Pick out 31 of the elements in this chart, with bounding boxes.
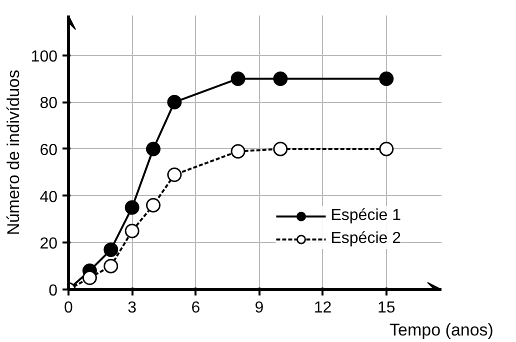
point bbox=[167, 168, 182, 182]
point bbox=[167, 94, 182, 110]
x-tick-label: 0 bbox=[64, 300, 74, 316]
legend-label: Espécie 1 bbox=[330, 207, 401, 225]
point bbox=[273, 142, 288, 156]
y-axis-title: Número de indivíduos bbox=[4, 70, 23, 236]
point bbox=[230, 71, 246, 86]
y-tick-label: 40 bbox=[40, 188, 58, 206]
y-tick-label: 100 bbox=[30, 48, 58, 66]
legend-label: Espécie 2 bbox=[330, 230, 401, 248]
x-axis-title: Tempo (anos) bbox=[390, 320, 494, 340]
point bbox=[124, 224, 140, 238]
point bbox=[104, 258, 118, 274]
point bbox=[104, 242, 118, 257]
x-tick-label: 15 bbox=[378, 300, 396, 316]
point bbox=[146, 198, 161, 212]
point bbox=[230, 144, 246, 159]
point bbox=[124, 200, 140, 215]
point bbox=[146, 142, 161, 156]
x-tick-label: 6 bbox=[191, 300, 200, 316]
point bbox=[379, 71, 394, 86]
x-tick-label: 3 bbox=[128, 300, 137, 316]
x-tick-label: 12 bbox=[314, 300, 332, 316]
y-tick-label: 0 bbox=[48, 282, 58, 300]
point bbox=[82, 270, 97, 286]
x-tick-label: 9 bbox=[254, 300, 264, 316]
y-tick-label: 20 bbox=[40, 236, 58, 253]
point bbox=[273, 71, 288, 86]
y-tick-label: 60 bbox=[40, 142, 58, 159]
point bbox=[379, 142, 394, 156]
y-tick-label: 80 bbox=[40, 95, 58, 112]
